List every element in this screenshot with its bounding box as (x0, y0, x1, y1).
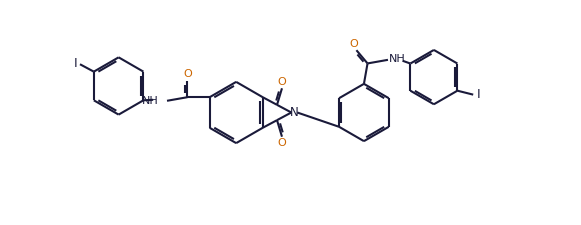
Text: O: O (278, 77, 286, 87)
Text: O: O (350, 39, 358, 49)
Text: I: I (476, 88, 480, 101)
Text: NH: NH (389, 54, 405, 64)
Text: NH: NH (141, 96, 158, 106)
Text: O: O (278, 138, 286, 148)
Text: O: O (183, 69, 192, 79)
Text: N: N (290, 106, 299, 119)
Text: I: I (74, 57, 77, 70)
